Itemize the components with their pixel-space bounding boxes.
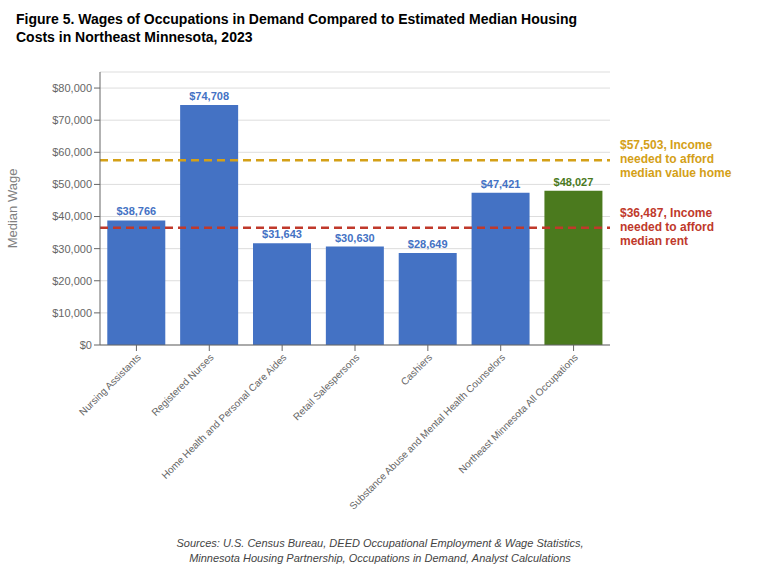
svg-text:$60,000: $60,000 bbox=[52, 146, 92, 158]
svg-text:Registered Nurses: Registered Nurses bbox=[149, 352, 215, 418]
svg-text:Retail Salespersons: Retail Salespersons bbox=[291, 352, 362, 423]
svg-text:$70,000: $70,000 bbox=[52, 114, 92, 126]
svg-text:Northeast Minnesota All Occupa: Northeast Minnesota All Occupations bbox=[456, 352, 580, 476]
svg-text:$57,503, Incomeneeded to affor: $57,503, Incomeneeded to affordmedian va… bbox=[620, 138, 732, 180]
svg-text:Nursing Assistants: Nursing Assistants bbox=[77, 352, 143, 418]
svg-text:$30,630: $30,630 bbox=[335, 232, 375, 244]
svg-text:$47,421: $47,421 bbox=[481, 178, 521, 190]
svg-text:Cashiers: Cashiers bbox=[399, 352, 435, 388]
svg-text:$28,649: $28,649 bbox=[408, 238, 448, 250]
svg-text:$50,000: $50,000 bbox=[52, 178, 92, 190]
svg-text:Home Health and Personal Care: Home Health and Personal Care Aides bbox=[159, 352, 288, 481]
svg-text:$10,000: $10,000 bbox=[52, 307, 92, 319]
svg-text:$80,000: $80,000 bbox=[52, 82, 92, 94]
html-text:Figure 5. Wages of Occupations: Figure 5. Wages of Occupations in Demand… bbox=[16, 11, 578, 45]
svg-text:$36,487, Incomeneeded to affor: $36,487, Incomeneeded to affordmedian re… bbox=[620, 206, 714, 248]
svg-text:$38,766: $38,766 bbox=[116, 205, 156, 217]
svg-text:$0: $0 bbox=[80, 339, 92, 351]
svg-text:Substance Abuse and Mental Hea: Substance Abuse and Mental Health Counse… bbox=[347, 352, 507, 512]
svg-text:$74,708: $74,708 bbox=[189, 90, 229, 102]
svg-text:$30,000: $30,000 bbox=[52, 243, 92, 255]
svg-text:Median Wage: Median Wage bbox=[8, 169, 20, 249]
svg-text:$40,000: $40,000 bbox=[52, 210, 92, 222]
svg-text:$31,643: $31,643 bbox=[262, 228, 302, 240]
svg-text:$20,000: $20,000 bbox=[52, 275, 92, 287]
html-text:Sources: U.S. Census Bureau, D: Sources: U.S. Census Bureau, DEED Occupa… bbox=[176, 537, 584, 564]
svg-text:$48,027: $48,027 bbox=[554, 176, 594, 188]
